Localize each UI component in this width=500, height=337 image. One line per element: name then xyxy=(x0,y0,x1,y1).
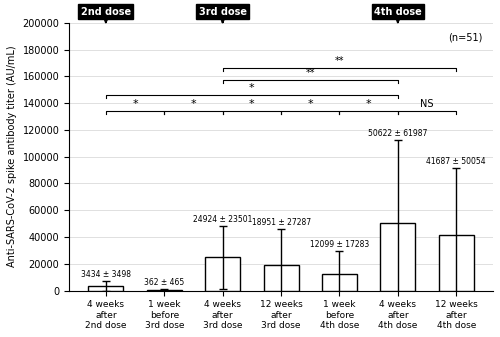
Text: 18951 ± 27287: 18951 ± 27287 xyxy=(252,218,310,226)
Bar xyxy=(380,223,416,290)
Bar xyxy=(205,257,240,290)
Text: (n=51): (n=51) xyxy=(448,32,482,42)
Text: *: * xyxy=(249,99,254,109)
Text: 24924 ± 23501: 24924 ± 23501 xyxy=(193,215,252,224)
Text: 41687 ± 50054: 41687 ± 50054 xyxy=(426,157,486,166)
Y-axis label: Anti-SARS-CoV-2 spike antibody titer (AU/mL): Anti-SARS-CoV-2 spike antibody titer (AU… xyxy=(7,46,17,268)
Text: *: * xyxy=(308,99,313,109)
Bar xyxy=(322,274,357,290)
Text: 362 ± 465: 362 ± 465 xyxy=(144,278,184,287)
Text: *: * xyxy=(366,99,372,109)
Text: *: * xyxy=(249,83,254,93)
Text: 2nd dose: 2nd dose xyxy=(81,7,131,17)
Text: **: ** xyxy=(334,56,344,66)
Bar xyxy=(264,265,298,290)
Text: 3rd dose: 3rd dose xyxy=(198,7,246,17)
Text: **: ** xyxy=(306,68,315,78)
Text: *: * xyxy=(132,99,138,109)
Text: 3434 ± 3498: 3434 ± 3498 xyxy=(81,270,131,279)
Bar xyxy=(438,235,474,290)
Text: 4th dose: 4th dose xyxy=(374,7,422,17)
Text: NS: NS xyxy=(420,99,434,109)
Bar xyxy=(88,286,124,290)
Text: *: * xyxy=(190,99,196,109)
Text: 50622 ± 61987: 50622 ± 61987 xyxy=(368,129,428,138)
Text: 12099 ± 17283: 12099 ± 17283 xyxy=(310,240,369,249)
